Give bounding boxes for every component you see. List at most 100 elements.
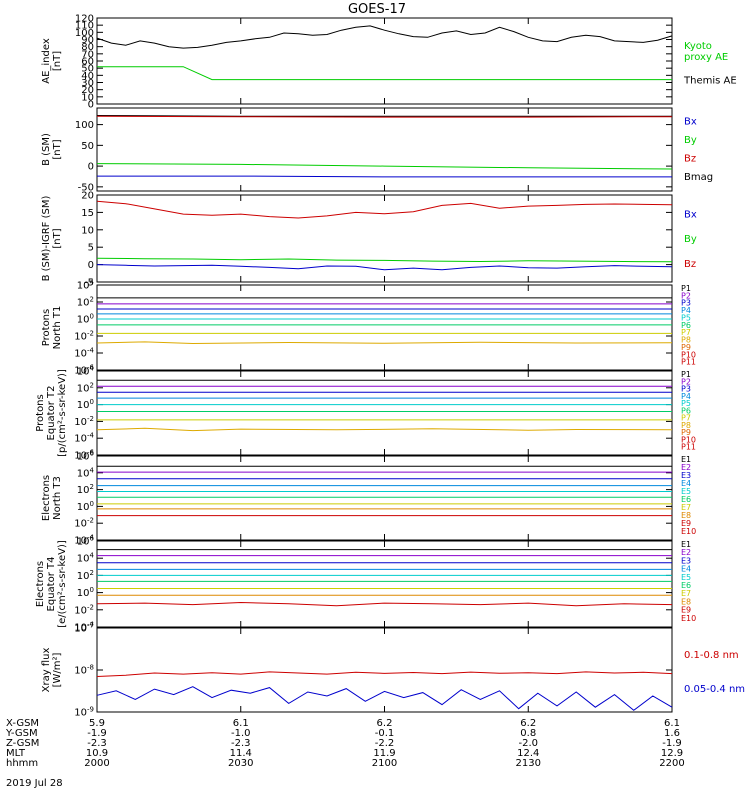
legend-channel: P4 xyxy=(681,392,691,401)
legend-channel: P3 xyxy=(681,299,691,308)
legend-entry: 0.1-0.8 nm xyxy=(684,650,739,661)
series-line-by xyxy=(96,257,673,263)
y-axis-label: B (SM)-IGRF (SM)[nT] xyxy=(41,196,63,282)
y-tick-label: 80 xyxy=(81,42,94,53)
legend-channel: E9 xyxy=(681,519,691,528)
legend-entry: Bz xyxy=(684,153,696,164)
legend-channel: E8 xyxy=(681,597,691,606)
legend-channel: E3 xyxy=(681,471,691,480)
footer-value: -2.3 xyxy=(231,738,251,749)
y-tick-label: 100 xyxy=(75,28,94,39)
y-tick-label: 100 xyxy=(77,313,94,326)
series-line-0-05-0-4-nm xyxy=(96,686,673,711)
panel-frame xyxy=(96,455,673,541)
y-tick-label: 100 xyxy=(75,120,94,131)
chart-title: GOES-17 xyxy=(348,2,406,17)
legend-channel: E1 xyxy=(681,455,691,464)
y-tick-label: 50 xyxy=(81,64,94,75)
y-axis-label: AE_index[nT] xyxy=(41,38,63,84)
legend-entry: By xyxy=(684,135,697,146)
footer-value: 6.2 xyxy=(377,718,393,729)
footer-value: 5.9 xyxy=(89,718,105,729)
footer-row-label: X-GSM xyxy=(6,718,39,729)
y-tick-label: 100 xyxy=(77,500,94,513)
y-axis-label: B (SM)[nT] xyxy=(41,133,63,166)
y-tick-label: 10-7 xyxy=(74,622,94,635)
y-tick-label: -50 xyxy=(78,182,94,193)
footer-value: 2100 xyxy=(372,758,397,769)
y-tick-label: 0 xyxy=(88,100,94,111)
legend-channel: E7 xyxy=(681,589,691,598)
footer-row-label: hhmm xyxy=(6,758,38,769)
series-line-bmag xyxy=(96,115,672,117)
footer-value: 6.2 xyxy=(520,718,536,729)
y-axis-label: ProtonsNorth T1 xyxy=(41,306,63,350)
legend-channel: P4 xyxy=(681,306,691,315)
footer-value: -2.3 xyxy=(87,738,107,749)
legend-channel: E5 xyxy=(681,573,691,582)
y-tick-label: 70 xyxy=(81,49,94,60)
footer-value: 6.1 xyxy=(664,718,680,729)
legend-channel: P9 xyxy=(681,343,691,352)
legend-channel: E10 xyxy=(681,527,696,536)
y-tick-label: 10 xyxy=(81,225,94,236)
series-line-bx xyxy=(97,175,672,178)
y-tick-label: 104 xyxy=(77,279,95,292)
legend-channel: P2 xyxy=(681,291,691,300)
y-tick-label: 102 xyxy=(77,381,94,394)
footer-value: 2130 xyxy=(516,758,541,769)
legend-entry: Bmag xyxy=(684,172,713,183)
y-tick-label: 120 xyxy=(75,14,94,25)
y-tick-label: 10-2 xyxy=(74,415,94,428)
y-tick-label: 90 xyxy=(81,35,94,46)
y-tick-label: 10 xyxy=(81,92,94,103)
legend-entry: Bx xyxy=(684,117,697,128)
footer-value: 10.9 xyxy=(86,748,108,759)
legend-channel: P6 xyxy=(681,406,691,415)
legend-channel: E9 xyxy=(681,606,691,615)
panel-frame xyxy=(96,370,673,456)
y-tick-label: 10-9 xyxy=(74,706,94,719)
legend-channel: P1 xyxy=(681,370,691,379)
y-tick-label: 104 xyxy=(77,552,95,565)
footer-value: 11.9 xyxy=(373,748,395,759)
panel-frame xyxy=(96,540,673,628)
y-axis-label: ElectronsEquator T4[e/(cm²-s-sr-keV)] xyxy=(35,540,68,628)
legend-channel: E6 xyxy=(681,581,691,590)
legend-channel: E2 xyxy=(681,463,691,472)
y-tick-label: 10-4 xyxy=(74,432,94,445)
footer-value: 11.4 xyxy=(230,748,252,759)
legend-channel: P2 xyxy=(681,377,691,386)
y-tick-label: 10-2 xyxy=(74,330,94,343)
panel-8: 10-9 10-8 10-7 Xray flux[W/m²] 0.1-0.8 nm 0.0… xyxy=(41,622,745,719)
footer-row-label: Y-GSM xyxy=(5,728,38,739)
legend-channel: E7 xyxy=(681,503,691,512)
footer-group: 2019 Jul 28 X-GSM 5.9 6.1 6.2 6.2 6.1 Y-GSM -1.… xyxy=(5,718,685,789)
y-tick-label: 15 xyxy=(81,208,94,219)
series-line-e9 xyxy=(96,601,673,607)
legend-entry: Kyoto proxy AE xyxy=(684,41,728,63)
legend-channel: P9 xyxy=(681,428,691,437)
y-tick-label: 60 xyxy=(81,57,94,68)
footer-value: -1.9 xyxy=(662,738,682,749)
y-tick-label: 10-2 xyxy=(74,517,94,530)
legend-channel: P6 xyxy=(681,321,691,330)
footer-value: -2.0 xyxy=(518,738,538,749)
legend-channel: P7 xyxy=(681,414,691,423)
footer-value: 2030 xyxy=(228,758,253,769)
legend-channel: E6 xyxy=(681,495,691,504)
legend-channel: E5 xyxy=(681,487,691,496)
date-label: 2019 Jul 28 xyxy=(6,778,63,789)
y-tick-label: 0 xyxy=(88,260,94,271)
panel-group: 0102030405060708090100110120AE_index[nT]… xyxy=(35,14,745,719)
y-tick-label: 106 xyxy=(77,450,95,463)
footer-value: 6.1 xyxy=(233,718,249,729)
legend-entry: 0.05-0.4 nm xyxy=(684,684,745,695)
y-tick-label: 100 xyxy=(77,398,94,411)
legend-entry: Bz xyxy=(684,259,696,270)
footer-value: -0.1 xyxy=(375,728,395,739)
legend-entry: Themis AE xyxy=(683,75,737,86)
